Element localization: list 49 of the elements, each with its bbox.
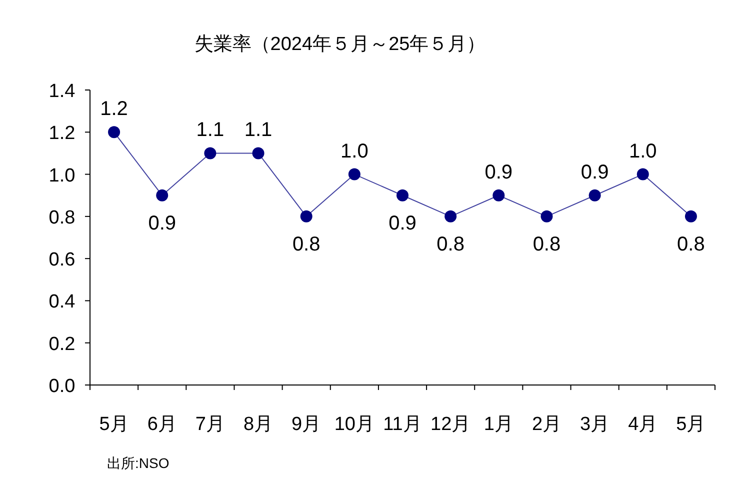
x-tick-label: 12月 — [430, 414, 471, 435]
data-label: 1.2 — [100, 98, 128, 120]
y-tick-label: 0.0 — [48, 376, 76, 397]
x-tick-label: 11月 — [383, 414, 422, 435]
point — [492, 189, 505, 202]
text: 出所:NSO — [107, 455, 170, 471]
x-tick-label: 1月 — [484, 414, 514, 435]
x-tick-label: 2月 — [532, 414, 562, 435]
point — [588, 189, 601, 202]
y-tick-label: 0.8 — [48, 207, 76, 228]
chart-title: 失業率（2024年５月～25年５月） — [194, 33, 486, 55]
data-label: 0.8 — [292, 233, 320, 256]
point — [156, 189, 168, 202]
x-tick-label: 4月 — [628, 414, 658, 435]
x-tick-label: 9月 — [292, 414, 322, 435]
point — [684, 210, 697, 222]
x-tick-label: 6月 — [147, 414, 177, 435]
point — [636, 168, 649, 180]
point — [204, 147, 216, 160]
y-tick-label: 0.4 — [48, 292, 76, 313]
data-label: 1.1 — [244, 119, 272, 142]
data-label: 1.0 — [628, 140, 657, 162]
data-label: 0.9 — [580, 161, 609, 184]
point — [540, 210, 553, 222]
y-tick-label: 1.0 — [48, 165, 76, 186]
y-tick-label: 1.2 — [48, 123, 76, 144]
data-label: 1.1 — [196, 119, 224, 142]
point — [444, 210, 457, 222]
point — [108, 126, 120, 138]
point — [252, 147, 264, 160]
data-label: 0.9 — [484, 161, 513, 184]
y-tick-label: 0.6 — [48, 250, 76, 271]
point — [300, 210, 312, 222]
x-tick-label: 10月 — [334, 414, 374, 435]
x-tick-label: 5月 — [676, 414, 706, 435]
x-tick-label: 5月 — [99, 414, 129, 435]
y-tick-label: 0.2 — [48, 334, 76, 355]
data-label: 0.9 — [388, 212, 416, 234]
data-label: 0.9 — [148, 212, 176, 234]
data-label: 0.8 — [436, 233, 464, 256]
data-label: 0.8 — [532, 233, 561, 256]
data-label: 1.0 — [340, 140, 368, 162]
data-label: 0.8 — [677, 233, 705, 256]
point — [396, 189, 408, 202]
x-tick-label: 3月 — [580, 414, 610, 435]
point — [348, 168, 360, 180]
x-tick-label: 7月 — [195, 414, 225, 435]
y-tick-label: 1.4 — [48, 81, 76, 102]
x-tick-label: 8月 — [243, 414, 274, 435]
